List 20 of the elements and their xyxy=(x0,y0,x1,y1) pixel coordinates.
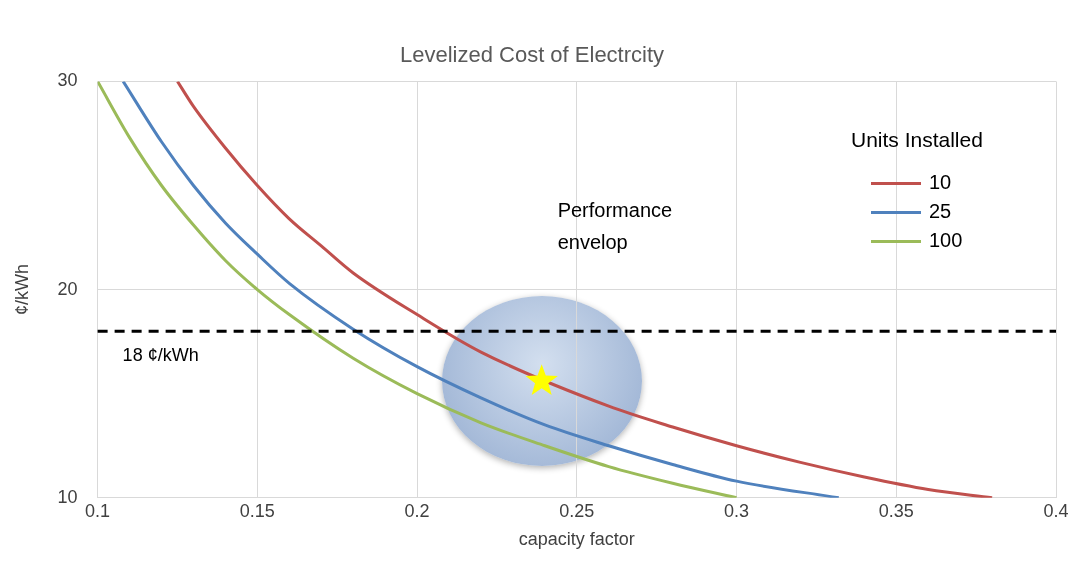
legend-label: 25 xyxy=(929,199,952,222)
y-tick-label: 30 xyxy=(57,70,78,91)
x-axis-title: capacity factor xyxy=(518,529,635,550)
annotation: Performance envelop xyxy=(557,198,673,253)
y-tick-label: 20 xyxy=(57,278,78,299)
x-tick-label: 0.4 xyxy=(1043,500,1069,521)
legend-label: 100 xyxy=(929,228,963,251)
y-tick-label: 10 xyxy=(57,486,78,507)
line-series xyxy=(121,81,841,498)
x-tick-label: 0.15 xyxy=(239,500,275,521)
x-tick-label: 0.35 xyxy=(878,500,914,521)
y-axis-title: ¢/kWh xyxy=(11,264,32,316)
x-tick-label: 0.1 xyxy=(85,500,111,521)
chart-title: Levelized Cost of Electrcity xyxy=(399,42,665,68)
legend-label: 10 xyxy=(929,170,952,193)
legend-title: Units Installed xyxy=(851,128,983,152)
x-tick-label: 0.2 xyxy=(404,500,430,521)
ref-line-label: 18 ¢/kWh xyxy=(122,345,199,366)
x-tick-label: 0.25 xyxy=(559,500,595,521)
x-tick-label: 0.3 xyxy=(724,500,750,521)
